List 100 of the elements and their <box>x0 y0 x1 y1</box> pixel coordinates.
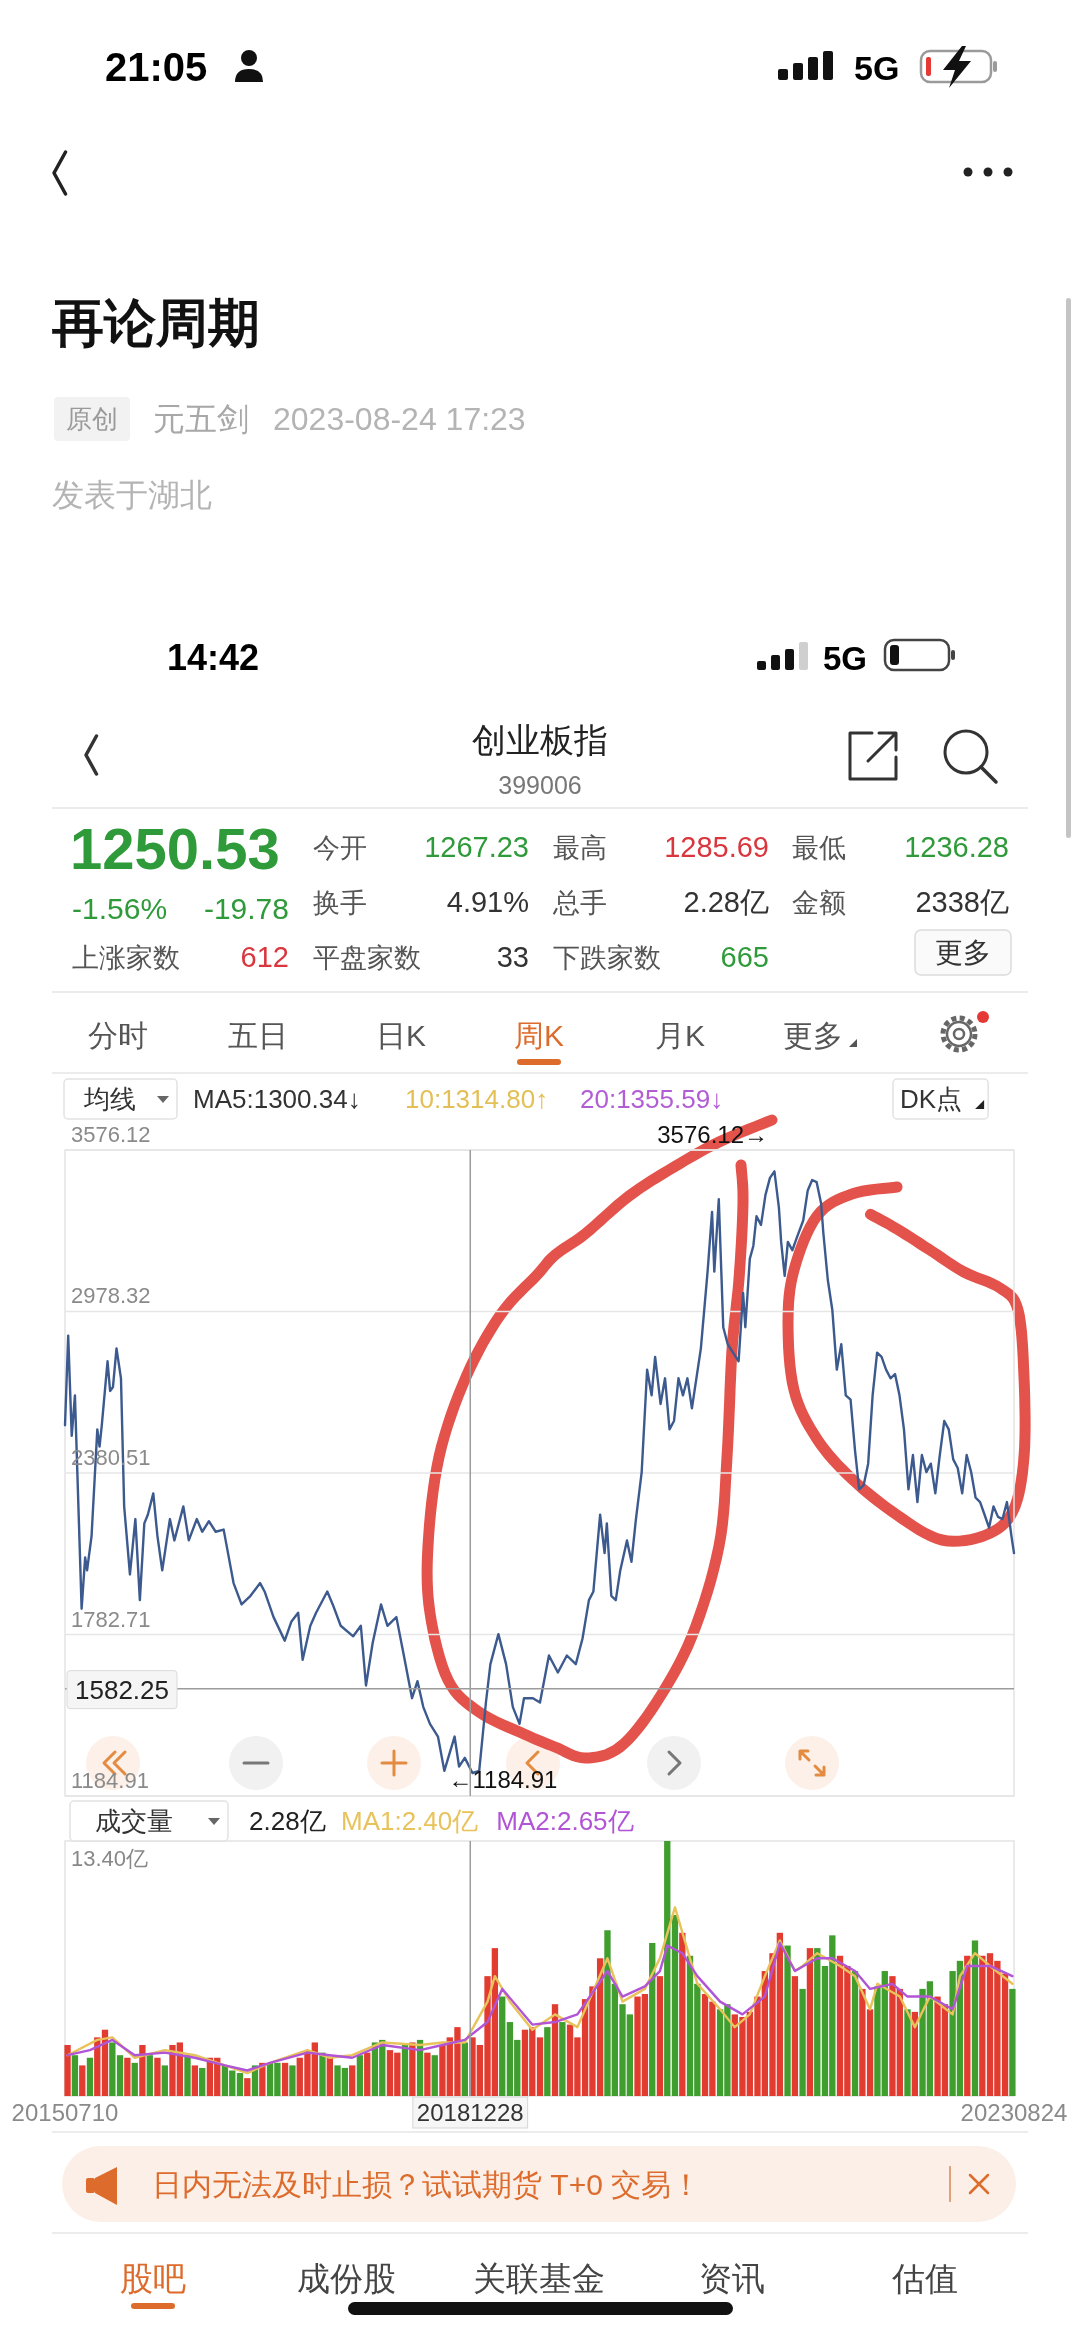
y-tick-label: 1184.91 <box>71 1768 149 1793</box>
text: 换手 <box>313 888 367 918</box>
bar <box>671 1914 679 2096</box>
text: 1250.53 <box>70 816 280 881</box>
bar <box>971 1940 979 2096</box>
bar <box>289 2065 296 2096</box>
bar <box>461 2042 468 2096</box>
text: 最高 <box>553 833 607 863</box>
text: 1267.23 <box>424 831 529 863</box>
bar <box>784 1945 791 2096</box>
bar <box>544 2027 551 2096</box>
text: 2023-08-24 17:23 <box>273 401 526 437</box>
bar <box>79 2065 86 2096</box>
text: 周K <box>513 1019 565 1052</box>
text: 5G <box>823 640 868 677</box>
bar <box>979 1955 986 2096</box>
text: 665 <box>720 941 769 973</box>
bar <box>656 1976 664 2096</box>
bar <box>139 2045 146 2096</box>
text: 10:1314.80↑ <box>405 1084 549 1114</box>
x-tick-label: 20230824 <box>960 2099 1068 2126</box>
text: 分时 <box>88 1019 148 1052</box>
bar <box>64 2045 71 2096</box>
text: 1236.28 <box>904 831 1009 863</box>
text: 20:1355.59↓ <box>580 1084 724 1114</box>
text: 399006 <box>498 771 582 799</box>
text: 33 <box>496 941 529 973</box>
text: 成交量 <box>95 1806 173 1836</box>
bar <box>281 2062 289 2096</box>
bar <box>679 1932 686 2096</box>
y-tick-label: 3576.12 <box>71 1122 151 1147</box>
bar <box>356 2055 364 2096</box>
text: MA5:1300.34↓ <box>193 1084 361 1114</box>
bar <box>349 2065 356 2096</box>
text: 今开 <box>313 833 367 863</box>
ref-line-label: 1582.25 <box>75 1674 169 1705</box>
text: 月K <box>654 1019 706 1052</box>
text: 2.28亿 <box>683 886 769 918</box>
text: -19.78 <box>203 892 289 925</box>
bar <box>559 2022 566 2096</box>
bar <box>499 1996 506 2096</box>
y-tick-label: 1782.71 <box>71 1606 151 1632</box>
bar <box>71 2055 79 2096</box>
bar <box>551 2004 559 2096</box>
bar <box>649 1943 656 2096</box>
bar <box>401 2045 409 2096</box>
bar <box>236 2073 244 2096</box>
text: 发表于湖北 <box>52 477 212 513</box>
bar <box>131 2062 138 2096</box>
y-tick-label: 2978.32 <box>71 1283 151 1309</box>
bar <box>536 2037 544 2096</box>
bar <box>799 1988 806 2096</box>
text: 下跌家数 <box>553 943 661 973</box>
text: 成份股 <box>296 2260 396 2297</box>
annotation: ←1184.91 <box>448 1766 558 1793</box>
text: 估值 <box>891 2260 958 2297</box>
bar <box>851 1971 859 2096</box>
bar <box>184 2055 191 2096</box>
text: 14:42 <box>167 637 260 678</box>
text: 612 <box>240 941 289 973</box>
text: 21:05 <box>105 45 208 89</box>
bar <box>814 1948 821 2096</box>
text: 日K <box>375 1019 427 1052</box>
text: -1.56% <box>72 892 168 925</box>
annotation: 13.40亿 <box>71 1846 149 1871</box>
bar <box>161 2065 168 2096</box>
text: 股吧 <box>120 2260 186 2297</box>
bar <box>791 1976 799 2096</box>
text: 5G <box>854 49 900 87</box>
x-tick-label: 20150710 <box>11 2099 119 2126</box>
text: 日内无法及时止损？试试期货 T+0 交易！ <box>152 2168 702 2201</box>
bar <box>191 2065 199 2096</box>
text: DK点 <box>900 1084 963 1114</box>
bar <box>431 2055 438 2096</box>
bar <box>319 2052 326 2096</box>
text: MA1:2.40亿 <box>341 1806 479 1836</box>
text: 五日 <box>228 1019 288 1052</box>
text: 元五剑 <box>153 401 249 437</box>
text: 总手 <box>552 888 607 918</box>
text: 均线 <box>83 1084 136 1114</box>
bar <box>154 2057 161 2096</box>
text: 上涨家数 <box>72 943 180 973</box>
bar <box>806 1948 814 2096</box>
bar <box>199 2067 206 2096</box>
text: 平盘家数 <box>313 943 421 973</box>
text: 最低 <box>792 833 846 863</box>
text: 金额 <box>792 888 846 918</box>
bar <box>86 2057 94 2096</box>
bar <box>1009 1988 1016 2096</box>
text: 再论周期 <box>51 294 260 352</box>
bar <box>364 2052 371 2096</box>
text: MA2:2.65亿 <box>496 1806 634 1836</box>
bar <box>146 2055 153 2096</box>
text: 2338亿 <box>915 886 1009 918</box>
text: 原创 <box>66 404 118 434</box>
text: 创业板指 <box>472 721 608 759</box>
bar <box>124 2057 131 2096</box>
bar <box>424 2052 431 2096</box>
text: 4.91% <box>446 886 529 918</box>
bar <box>326 2057 333 2096</box>
